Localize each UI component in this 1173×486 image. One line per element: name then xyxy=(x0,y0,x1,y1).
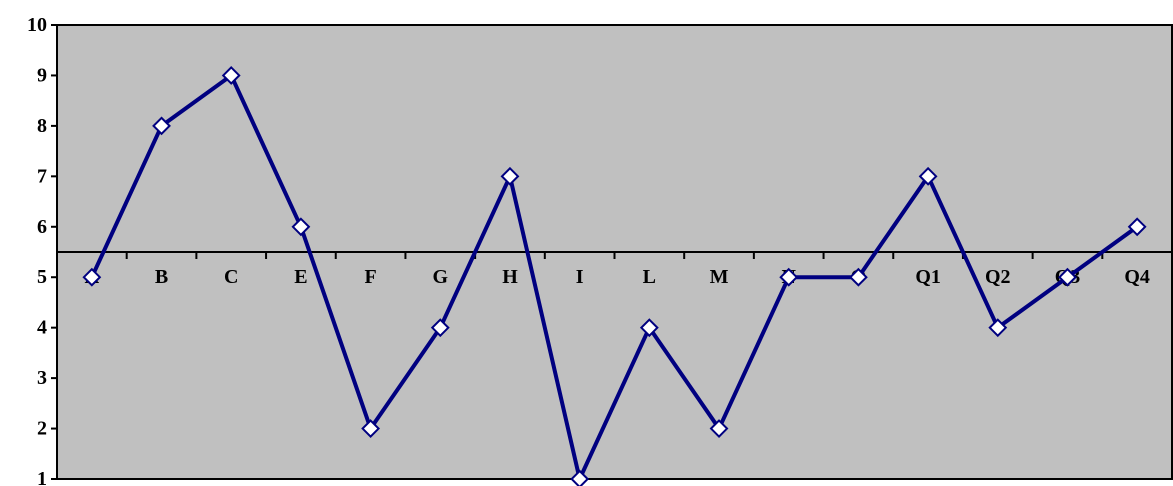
x-tick-label: Q1 xyxy=(915,266,941,288)
data-point xyxy=(848,267,868,287)
data-point xyxy=(570,469,590,486)
data-point xyxy=(639,318,659,338)
y-tick-label: 7 xyxy=(37,165,47,187)
x-tick-label: B xyxy=(155,266,168,288)
data-point xyxy=(361,419,381,438)
data-point xyxy=(1127,217,1147,237)
y-tick-label: 8 xyxy=(37,115,47,137)
y-tick-label: 3 xyxy=(37,367,47,389)
x-tick-label: E xyxy=(294,266,307,288)
data-point xyxy=(988,318,1008,338)
y-tick-label: 2 xyxy=(37,418,47,440)
x-tick-label: L xyxy=(643,266,656,288)
x-tick-label: Q4 xyxy=(1124,266,1150,288)
y-tick-label: 9 xyxy=(37,64,47,86)
y-tick-label: 5 xyxy=(37,266,47,288)
data-point xyxy=(709,419,729,438)
data-point xyxy=(779,267,799,287)
data-point xyxy=(221,66,241,85)
series-line xyxy=(90,73,1139,481)
y-tick-label: 4 xyxy=(37,317,47,339)
series-layer xyxy=(82,66,1147,486)
x-tick-label: C xyxy=(224,266,238,288)
data-point xyxy=(430,318,450,338)
data-point xyxy=(291,217,311,237)
x-tick-label: I xyxy=(576,266,584,288)
data-point xyxy=(1058,267,1077,287)
y-axis: 1 2 3 4 5 6 7 8 9 10 xyxy=(27,14,57,486)
data-point xyxy=(500,166,520,186)
y-tick-label: 10 xyxy=(27,14,47,36)
x-tick-label: M xyxy=(710,266,729,288)
y-tick-label: 1 xyxy=(37,468,47,486)
x-tick-label: G xyxy=(433,266,449,288)
data-point xyxy=(82,267,102,287)
data-point xyxy=(152,116,171,136)
x-tick-label: F xyxy=(364,266,376,288)
x-tick-label: H xyxy=(502,266,518,288)
x-tick-label: Q2 xyxy=(985,266,1011,288)
y-tick-label: 6 xyxy=(37,216,47,238)
data-point xyxy=(918,166,938,186)
